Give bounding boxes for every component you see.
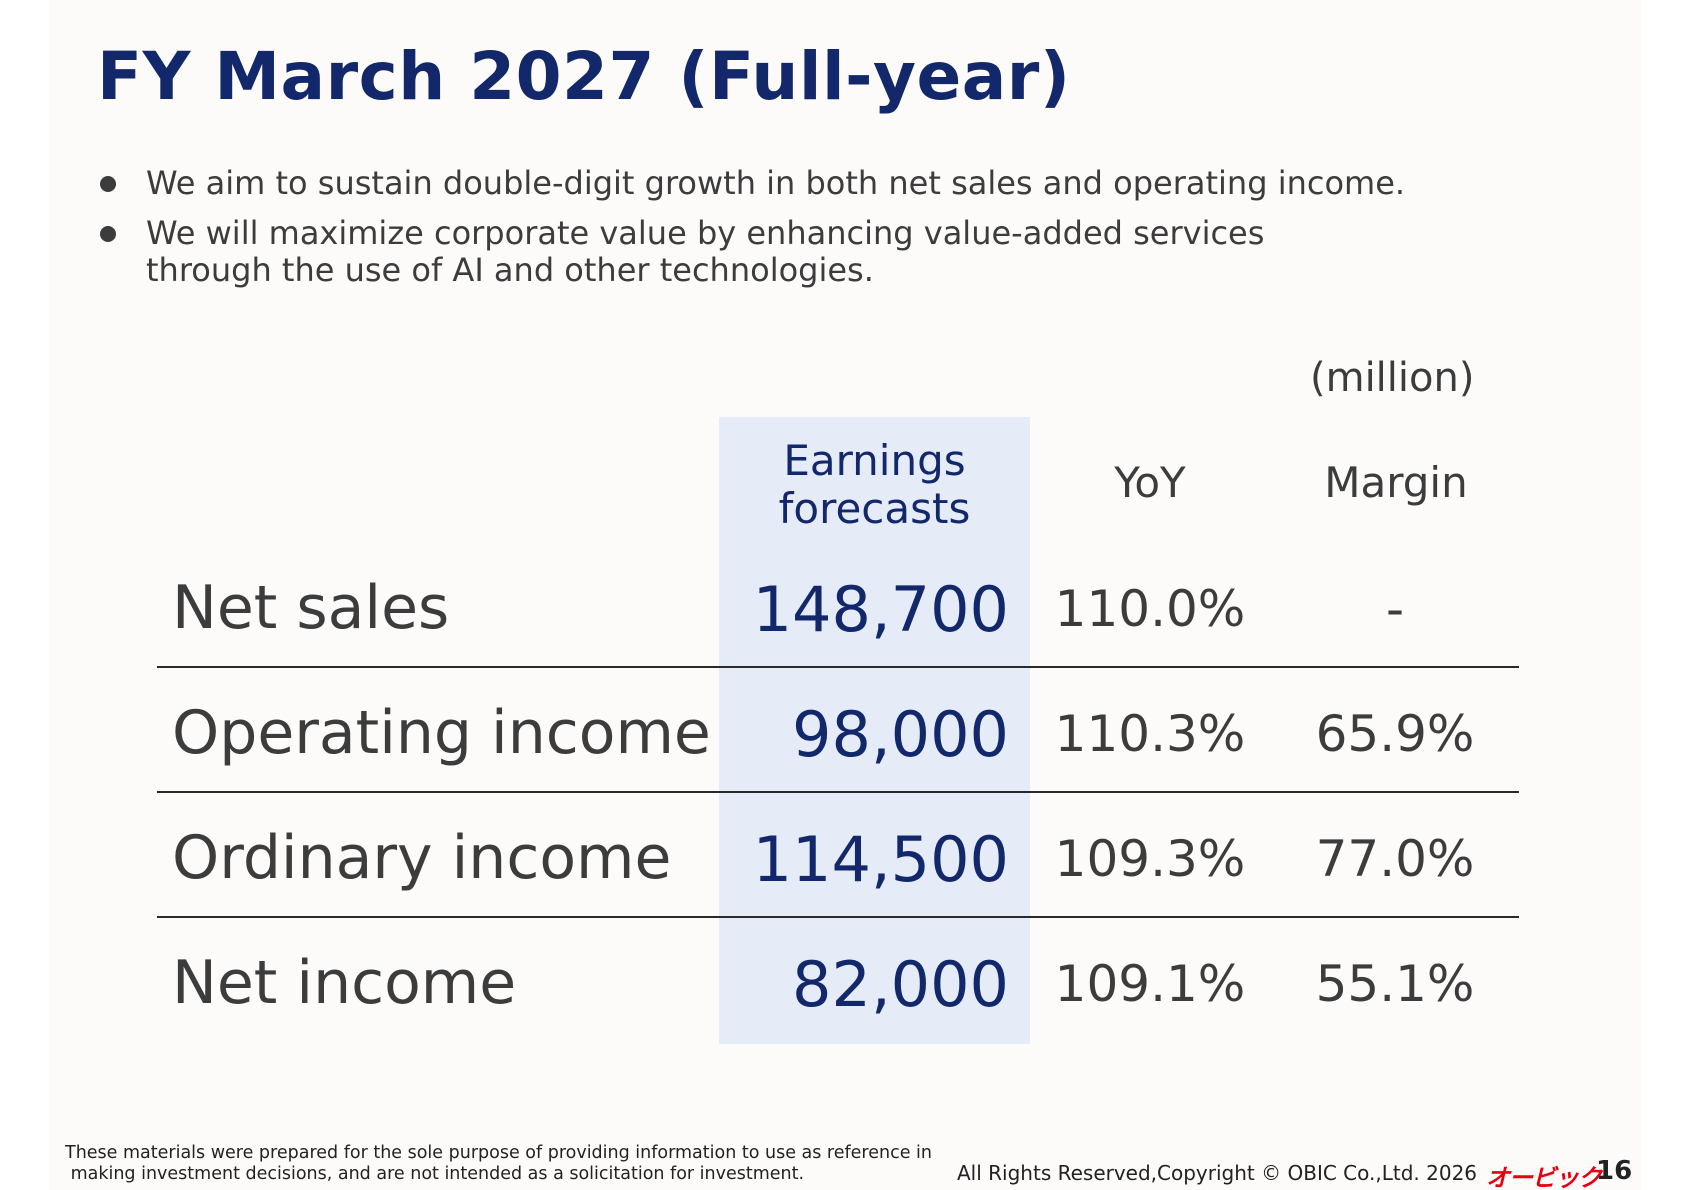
page-title: FY March 2027 (Full-year)	[97, 38, 1071, 115]
yoy-value: 110.3%	[1054, 705, 1246, 763]
table-row: Operating income 98,000 110.3% 65.9%	[157, 668, 1519, 793]
bullet-text-line2: through the use of AI and other technolo…	[146, 251, 874, 289]
column-header-forecast: Earnings forecasts	[719, 437, 1030, 533]
bullet-item: We will maximize corporate value by enha…	[98, 215, 1598, 289]
bullet-item: We aim to sustain double-digit growth in…	[98, 165, 1598, 202]
disclaimer-line2: making investment decisions, and are not…	[70, 1164, 805, 1184]
copyright: All Rights Reserved,Copyright © OBIC Co.…	[957, 1161, 1478, 1185]
row-label: Net sales	[172, 573, 450, 643]
unit-label: (million)	[1310, 355, 1475, 401]
yoy-value: 109.3%	[1054, 830, 1246, 888]
forecast-value: 98,000	[792, 698, 1009, 771]
disclaimer: These materials were prepared for the so…	[65, 1143, 932, 1185]
margin-value: 77.0%	[1315, 830, 1475, 888]
margin-value: 65.9%	[1315, 705, 1475, 763]
row-label: Ordinary income	[172, 823, 672, 893]
row-label: Net income	[172, 948, 517, 1018]
bullet-text: We aim to sustain double-digit growth in…	[146, 164, 1406, 202]
margin-value: 55.1%	[1315, 955, 1475, 1013]
bullet-text-line1: We will maximize corporate value by enha…	[146, 214, 1265, 252]
page-number: 16	[1596, 1156, 1633, 1186]
table-row: Ordinary income 114,500 109.3% 77.0%	[157, 793, 1519, 918]
table-row: Net income 82,000 109.1% 55.1%	[157, 918, 1519, 1043]
disclaimer-line1: These materials were prepared for the so…	[65, 1143, 933, 1163]
table-row: Net sales 148,700 110.0% -	[157, 543, 1519, 668]
yoy-value: 109.1%	[1054, 955, 1246, 1013]
column-header-forecast-line2: forecasts	[778, 484, 971, 533]
forecast-value: 148,700	[752, 573, 1009, 646]
bullet-dot-icon	[100, 176, 116, 192]
yoy-value: 110.0%	[1054, 580, 1246, 638]
obic-logo: オービック	[1486, 1164, 1602, 1190]
bullet-list: We aim to sustain double-digit growth in…	[98, 165, 1598, 302]
row-label: Operating income	[172, 698, 711, 768]
forecast-value: 114,500	[752, 823, 1009, 896]
column-header-yoy: YoY	[1114, 458, 1186, 507]
forecast-table: Net sales 148,700 110.0% - Operating inc…	[157, 543, 1519, 1043]
forecast-value: 82,000	[792, 948, 1009, 1021]
margin-value: -	[1385, 580, 1405, 638]
column-header-forecast-line1: Earnings	[783, 436, 966, 485]
forecast-column-highlight	[719, 417, 1030, 1044]
column-header-margin: Margin	[1324, 458, 1468, 507]
bullet-dot-icon	[100, 226, 116, 242]
